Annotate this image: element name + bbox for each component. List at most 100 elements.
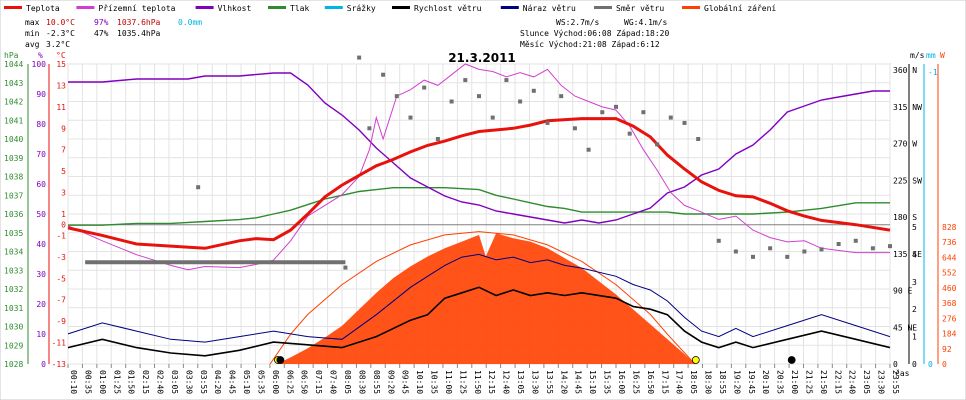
tick-temp-1: 13 — [56, 81, 66, 90]
tick-hpa-8: 1036 — [4, 210, 23, 219]
tick-pct-0: 100 — [32, 60, 47, 69]
x-tick-label-46: 19:20 — [732, 370, 741, 394]
x-tick-label-43: 18:05 — [689, 370, 698, 394]
tick-dir-5: 135 SE — [893, 250, 922, 259]
tick-temp-10: -5 — [56, 274, 66, 283]
x-tick-label-23: 09:45 — [401, 370, 410, 394]
wind-dir-point-8 — [435, 137, 440, 141]
tick-ms-1: 4 — [912, 250, 917, 259]
wind-dir-point-37 — [870, 246, 875, 251]
tick-rad-6: 276 — [942, 314, 957, 323]
wind-dir-point-34 — [819, 247, 824, 252]
tick-dir-7: 45 NE — [893, 323, 917, 332]
axis-temp-label: °C — [56, 51, 66, 60]
tick-hpa-9: 1035 — [4, 229, 23, 238]
tick-dir-0: 360 N — [893, 66, 917, 75]
axis-rad-label: W — [940, 51, 945, 60]
x-tick-label-14: 06:00 — [271, 370, 280, 394]
tick-temp-7: 1 — [61, 210, 66, 219]
x-tick-label-48: 20:10 — [761, 370, 770, 394]
x-tick-label-32: 13:30 — [530, 370, 539, 394]
tick-ms-2: 3 — [912, 278, 917, 287]
wind-dir-point-25 — [668, 115, 673, 120]
wind-dir-point-24 — [655, 142, 660, 147]
x-tick-label-21: 08:55 — [372, 370, 381, 394]
wind-speed-line — [67, 286, 891, 357]
wind-dir-point-20 — [600, 110, 605, 115]
wind-dir-point-23 — [641, 110, 646, 115]
wind-dir-point-7 — [422, 85, 427, 90]
x-tick-label-1: 00:35 — [83, 370, 92, 394]
tick-dir-2: 270 W — [893, 140, 917, 149]
wind-dir-point-32 — [785, 254, 790, 259]
x-tick-label-20: 08:30 — [357, 370, 366, 394]
info-block: WS:2.7m/s WG:4.1m/s Slunce Východ:06:08 … — [520, 18, 669, 49]
axis-rain-label: mm — [926, 51, 936, 60]
tick-dir-4: 180 S — [893, 213, 917, 222]
tick-hpa-2: 1042 — [4, 98, 23, 107]
tick-pct-2: 80 — [36, 120, 46, 129]
wind-dir-point-10 — [463, 78, 468, 83]
x-tick-label-17: 07:15 — [314, 370, 323, 394]
tick-hpa-15: 1029 — [4, 341, 23, 350]
temperature-line — [67, 117, 891, 250]
plot-series — [67, 55, 892, 365]
marker-moonset — [276, 356, 285, 364]
x-tick-label-51: 21:25 — [804, 370, 813, 394]
tick-ms-4: 1 — [912, 333, 917, 342]
x-tick-label-37: 15:35 — [603, 370, 612, 394]
stat-max-temp: 10.0°C — [46, 18, 75, 27]
wind-dir-point-4 — [381, 72, 386, 77]
legend-label-1: Přízemní teplota — [98, 4, 175, 13]
tick-hpa-16: 1028 — [4, 360, 23, 369]
legend-label-3: Tlak — [290, 4, 309, 13]
marker-sunset — [691, 356, 700, 364]
ground-temperature-line — [67, 63, 890, 271]
x-tick-label-13: 05:35 — [256, 370, 265, 394]
x-tick-label-54: 22:40 — [848, 370, 857, 394]
wind-dir-point-28 — [716, 238, 721, 243]
tick-temp-14: -13 — [52, 360, 67, 369]
tick-pct-8: 20 — [36, 300, 46, 309]
x-tick-label-11: 04:45 — [228, 370, 237, 394]
stat-max-label: max — [25, 18, 40, 27]
x-tick-label-35: 14:45 — [574, 370, 583, 394]
wind-dir-point-15 — [531, 88, 536, 93]
legend-swatch-2 — [195, 6, 214, 9]
axis-ms-label: m/s — [910, 51, 925, 60]
x-tick-label-50: 21:00 — [790, 370, 799, 394]
tick-pct-3: 70 — [36, 150, 46, 159]
x-tick-label-31: 13:05 — [516, 370, 525, 394]
x-tick-label-7: 03:05 — [170, 370, 179, 394]
tick-rad-8: 92 — [942, 345, 952, 354]
legend-label-7: Směr větru — [616, 4, 664, 13]
wind-dir-point-21 — [614, 104, 618, 109]
x-tick-label-41: 17:15 — [660, 370, 669, 394]
legend-swatch-3 — [268, 6, 286, 9]
tick-hpa-10: 1034 — [4, 248, 23, 257]
chart-title: 21.3.2011 — [448, 51, 516, 65]
tick-rad-5: 368 — [942, 299, 957, 308]
x-tick-label-56: 23:30 — [877, 370, 886, 394]
x-tick-label-47: 19:45 — [747, 370, 756, 394]
axis-x-unit: čas — [895, 368, 910, 378]
tick-rad-2: 644 — [942, 253, 957, 262]
x-tick-label-55: 23:05 — [862, 370, 871, 394]
x-tick-label-22: 09:20 — [386, 370, 395, 394]
wind-dir-point-22 — [627, 131, 632, 136]
tick-hpa-0: 1044 — [4, 60, 23, 69]
tick-temp-11: -7 — [56, 296, 66, 305]
x-tick-label-3: 01:25 — [112, 370, 121, 394]
tick-temp-6: 3 — [61, 189, 66, 198]
tick-temp-9: -3 — [56, 253, 66, 262]
stats-block: max 10.0°C 97% 1037.6hPa 0.0mm min -2.3°… — [25, 18, 202, 49]
x-tick-label-6: 02:40 — [156, 370, 165, 394]
tick-pct-5: 50 — [36, 210, 46, 219]
wind-dir-point-2 — [357, 55, 362, 60]
tick-pct-4: 60 — [36, 180, 46, 189]
tick-pct-7: 30 — [36, 270, 46, 279]
left-axes: 1044104310421041104010391038103710361035… — [4, 60, 66, 369]
x-tick-label-12: 05:10 — [242, 370, 251, 394]
humidity-line — [68, 72, 890, 224]
